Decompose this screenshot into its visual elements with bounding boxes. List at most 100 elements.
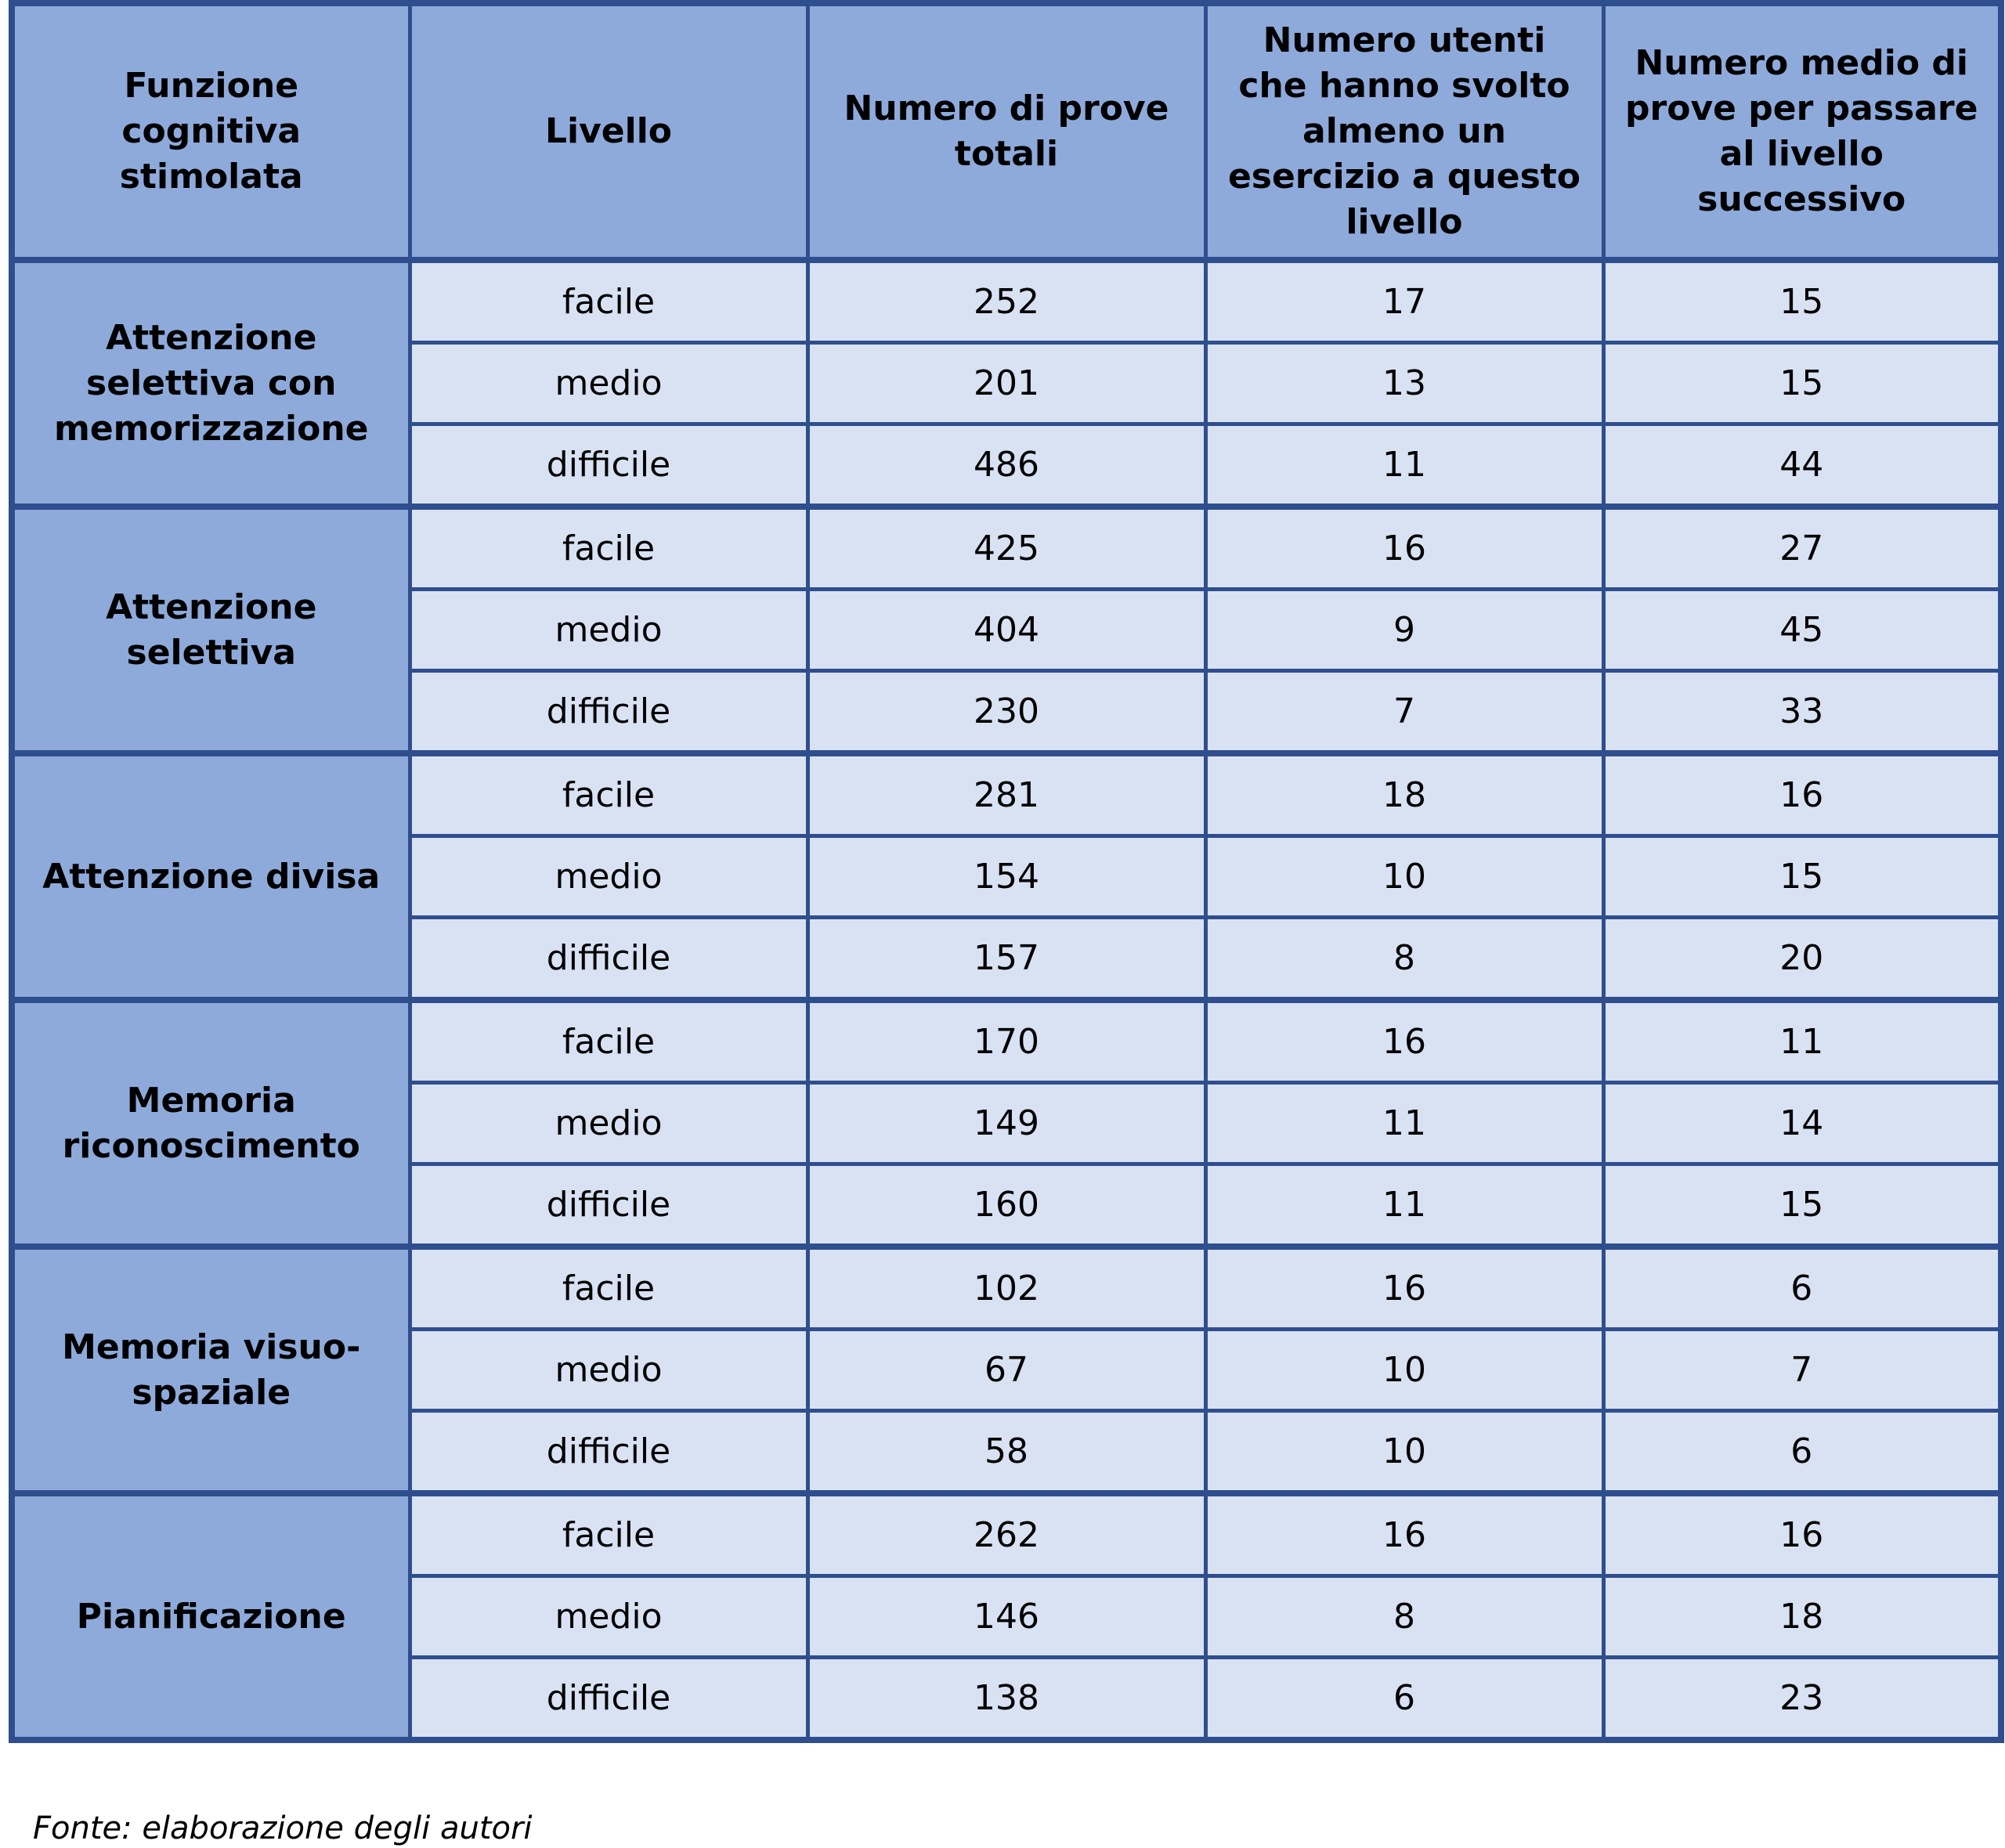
avg-cell: 6 — [1601, 1243, 2003, 1331]
header-level: Livello — [407, 0, 810, 263]
level-cell: medio — [407, 1574, 810, 1659]
level-cell: difficile — [407, 669, 810, 756]
level-cell: difficile — [407, 915, 810, 1002]
level-cell: facile — [407, 997, 810, 1085]
function-cell: Memoria riconoscimento — [9, 997, 412, 1249]
total-cell: 149 — [805, 1081, 1208, 1166]
total-cell: 154 — [805, 834, 1208, 919]
source-note: Fonte: elaborazione degli autori — [33, 1810, 533, 1846]
level-cell: medio — [407, 587, 810, 673]
table-row: difficile 486 11 44 — [12, 422, 2003, 509]
avg-cell: 15 — [1601, 257, 2003, 345]
users-cell: 7 — [1203, 669, 1606, 756]
table-row: difficile 58 10 6 — [12, 1409, 2003, 1496]
total-cell: 138 — [805, 1655, 1208, 1742]
total-cell: 425 — [805, 504, 1208, 591]
users-cell: 8 — [1203, 915, 1606, 1002]
table-row: Attenzione divisa facile 281 18 16 — [9, 750, 2003, 1002]
total-cell: 58 — [805, 1409, 1208, 1496]
total-cell: 262 — [805, 1490, 1208, 1578]
avg-cell: 23 — [1601, 1655, 2003, 1742]
level-cell: difficile — [407, 1409, 810, 1496]
avg-cell: 18 — [1601, 1574, 2003, 1659]
total-cell: 201 — [805, 341, 1208, 426]
avg-cell: 7 — [1601, 1327, 2003, 1413]
data-table-container: Funzione cognitiva stimolata Livello Num… — [9, 0, 2004, 1743]
table-row: difficile 230 7 33 — [12, 669, 2003, 756]
header-users: Numero utenti che hanno svolto almeno un… — [1203, 0, 1606, 263]
level-cell: medio — [407, 341, 810, 426]
avg-cell: 20 — [1601, 915, 2003, 1002]
users-cell: 16 — [1203, 504, 1606, 591]
users-cell: 18 — [1203, 750, 1606, 838]
total-cell: 230 — [805, 669, 1208, 756]
table-row: Attenzione selettiva facile 425 16 27 — [9, 504, 2003, 756]
total-cell: 146 — [805, 1574, 1208, 1659]
table-row: difficile 138 6 23 — [12, 1655, 2003, 1742]
level-cell: facile — [407, 257, 810, 345]
data-table: Funzione cognitiva stimolata Livello Num… — [9, 0, 2004, 1743]
avg-cell: 15 — [1601, 1162, 2003, 1249]
users-cell: 11 — [1203, 422, 1606, 509]
table-row: Pianificazione facile 262 16 16 — [9, 1490, 2003, 1742]
function-cell: Memoria visuo-spaziale — [9, 1243, 412, 1496]
total-cell: 170 — [805, 997, 1208, 1085]
function-cell: Pianificazione — [9, 1490, 412, 1742]
level-cell: difficile — [407, 422, 810, 509]
level-cell: facile — [407, 750, 810, 838]
header-row: Funzione cognitiva stimolata Livello Num… — [9, 0, 2003, 263]
level-cell: medio — [407, 1327, 810, 1413]
avg-cell: 15 — [1601, 341, 2003, 426]
table-row: medio 201 13 15 — [12, 341, 2003, 426]
total-cell: 157 — [805, 915, 1208, 1002]
table-row: medio 67 10 7 — [12, 1327, 2003, 1413]
users-cell: 17 — [1203, 257, 1606, 345]
total-cell: 160 — [805, 1162, 1208, 1249]
total-cell: 252 — [805, 257, 1208, 345]
users-cell: 11 — [1203, 1162, 1606, 1249]
users-cell: 16 — [1203, 1490, 1606, 1578]
users-cell: 10 — [1203, 834, 1606, 919]
users-cell: 9 — [1203, 587, 1606, 673]
avg-cell: 16 — [1601, 750, 2003, 838]
table-row: Attenzione selettiva con memorizzazione … — [9, 257, 2003, 509]
table-row: medio 149 11 14 — [12, 1081, 2003, 1166]
users-cell: 10 — [1203, 1409, 1606, 1496]
table-row: difficile 157 8 20 — [12, 915, 2003, 1002]
table-row: Memoria riconoscimento facile 170 16 11 — [9, 997, 2003, 1249]
total-cell: 404 — [805, 587, 1208, 673]
level-cell: facile — [407, 504, 810, 591]
level-cell: medio — [407, 1081, 810, 1166]
header-function: Funzione cognitiva stimolata — [9, 0, 412, 263]
avg-cell: 6 — [1601, 1409, 2003, 1496]
avg-cell: 14 — [1601, 1081, 2003, 1166]
users-cell: 10 — [1203, 1327, 1606, 1413]
avg-cell: 27 — [1601, 504, 2003, 591]
level-cell: facile — [407, 1243, 810, 1331]
level-cell: medio — [407, 834, 810, 919]
function-cell: Attenzione divisa — [9, 750, 412, 1002]
users-cell: 6 — [1203, 1655, 1606, 1742]
header-avg-trials: Numero medio di prove per passare al liv… — [1601, 0, 2003, 263]
avg-cell: 15 — [1601, 834, 2003, 919]
total-cell: 486 — [805, 422, 1208, 509]
level-cell: difficile — [407, 1162, 810, 1249]
avg-cell: 44 — [1601, 422, 2003, 509]
users-cell: 16 — [1203, 997, 1606, 1085]
avg-cell: 33 — [1601, 669, 2003, 756]
total-cell: 281 — [805, 750, 1208, 838]
users-cell: 16 — [1203, 1243, 1606, 1331]
users-cell: 8 — [1203, 1574, 1606, 1659]
users-cell: 13 — [1203, 341, 1606, 426]
level-cell: facile — [407, 1490, 810, 1578]
function-cell: Attenzione selettiva con memorizzazione — [9, 257, 412, 509]
table-row: difficile 160 11 15 — [12, 1162, 2003, 1249]
avg-cell: 16 — [1601, 1490, 2003, 1578]
avg-cell: 11 — [1601, 997, 2003, 1085]
function-cell: Attenzione selettiva — [9, 504, 412, 756]
avg-cell: 45 — [1601, 587, 2003, 673]
table-row: Memoria visuo-spaziale facile 102 16 6 — [9, 1243, 2003, 1496]
total-cell: 102 — [805, 1243, 1208, 1331]
level-cell: difficile — [407, 1655, 810, 1742]
table-row: medio 146 8 18 — [12, 1574, 2003, 1659]
